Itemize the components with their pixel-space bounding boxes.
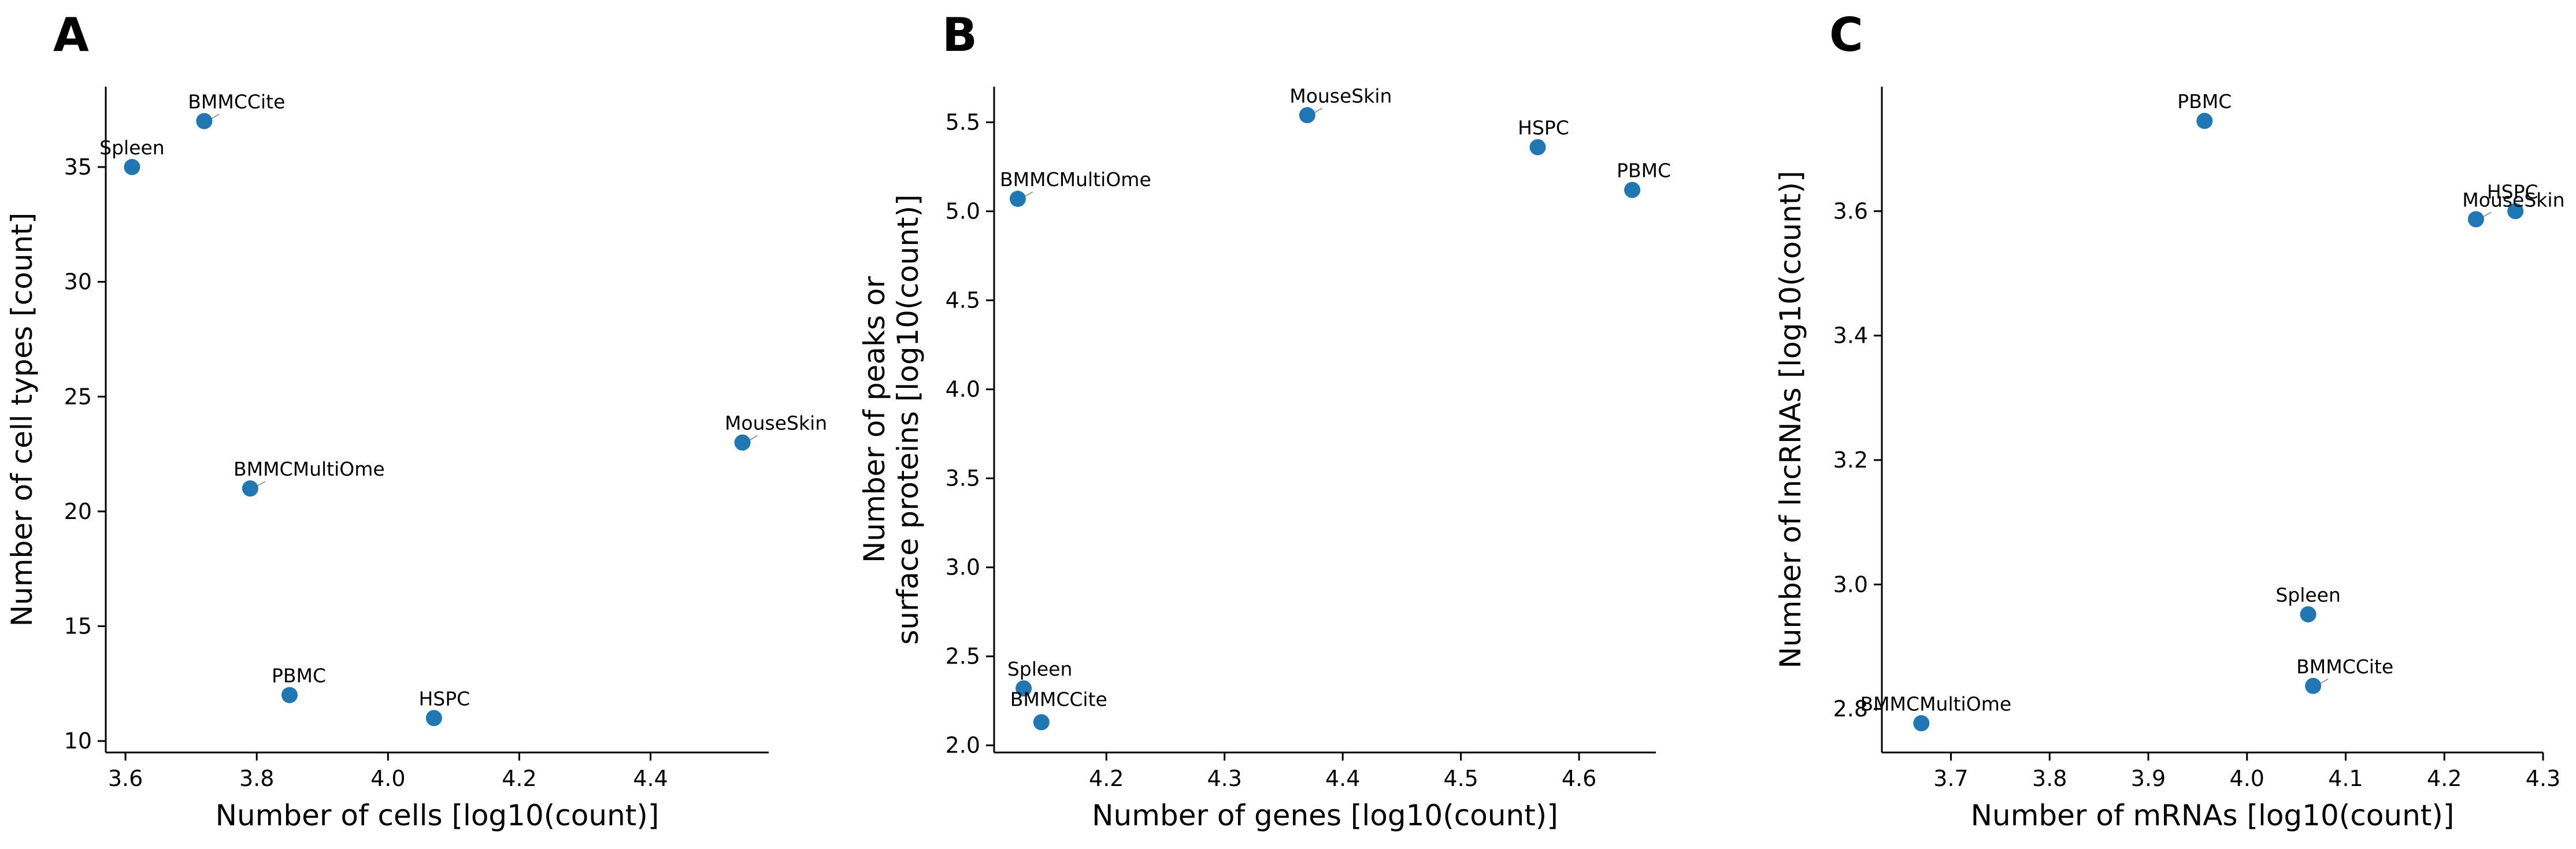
data-point [734, 434, 751, 451]
x-tick-label: 4.0 [370, 766, 405, 791]
point-label: HSPC [418, 687, 470, 710]
label-leader-line [749, 435, 758, 441]
point-label: Spleen [99, 136, 165, 159]
y-tick-label: 2.0 [946, 733, 980, 758]
data-point [1529, 139, 1546, 155]
panel-letter: B [942, 8, 977, 62]
point-label: MouseSkin [725, 412, 827, 435]
point-label: PBMC [272, 665, 326, 687]
panel-c: C 3.7 3.8 3.9 4.0 4.1 4.2 4.3 2.8 3.0 3.2 3.4 3.6 Num… [1774, 8, 2565, 832]
y-tick-label: 20 [64, 499, 92, 524]
data-point [1033, 714, 1050, 731]
data-point [242, 480, 258, 497]
x-tick-label: 4.4 [633, 766, 668, 791]
x-tick-label: 4.4 [1325, 766, 1360, 791]
label-leader-line [210, 113, 220, 120]
x-tick-label: 4.2 [502, 766, 536, 791]
x-tick-label: 4.2 [1089, 766, 1124, 791]
point-label: Spleen [1007, 658, 1073, 680]
point-label: MouseSkin [2462, 188, 2564, 211]
y-tick-label: 4.0 [946, 377, 980, 402]
data-point [425, 710, 442, 726]
y-tick-label: 3.0 [946, 555, 980, 580]
x-tick-label: 4.3 [1207, 766, 1241, 791]
data-point [1624, 181, 1641, 198]
point-label: Spleen [2275, 584, 2341, 606]
y-tick-label: 5.0 [946, 199, 980, 224]
y-tick-label: 15 [64, 614, 92, 639]
point-label: BMMCCite [1010, 688, 1107, 711]
y-tick-label: 3.4 [1833, 323, 1868, 349]
x-tick-label: 3.9 [2131, 766, 2166, 791]
y-tick-label: 3.2 [1833, 447, 1868, 473]
y-tick-label: 25 [64, 384, 92, 409]
label-leader-line [1024, 191, 1033, 197]
data-point [1299, 107, 1315, 124]
panel-a: A 3.6 3.8 4.0 4.2 4.4 10 15 20 25 30 35 Number of ce… [5, 8, 827, 832]
y-tick-label: 2.8 [1833, 696, 1868, 722]
y-tick-label: 4.5 [946, 288, 980, 313]
x-tick-label: 3.6 [108, 766, 143, 791]
point-label: BMMCCite [2296, 655, 2393, 678]
x-tick-label: 3.8 [2032, 766, 2067, 791]
label-leader-line [2319, 678, 2329, 684]
point-label: HSPC [1518, 117, 1569, 139]
x-tick-label: 4.6 [1562, 766, 1596, 791]
y-axis-label: surface proteins [log10(count)] [891, 194, 925, 644]
point-label: PBMC [1617, 160, 1671, 182]
point-label: BMMCMultiOme [1860, 692, 2011, 715]
x-tick-label: 4.5 [1443, 766, 1478, 791]
y-axis-label: Number of lncRNAs [log10(count)] [1774, 170, 1807, 668]
y-tick-label: 2.5 [946, 644, 980, 669]
panel-letter: C [1829, 8, 1863, 62]
x-tick-label: 3.7 [1933, 766, 1968, 791]
label-leader-line [257, 481, 266, 487]
y-tick-label: 10 [64, 728, 92, 754]
point-label: HSPC [2487, 180, 2538, 203]
data-point [124, 159, 140, 176]
x-tick-label: 4.1 [2328, 766, 2363, 791]
data-point [2196, 113, 2213, 129]
y-axis-label: Number of cell types [count] [5, 213, 39, 626]
point-label: PBMC [2177, 90, 2232, 113]
data-point [281, 687, 298, 703]
x-axis-label: Number of cells [log10(count)] [216, 799, 659, 832]
y-tick-label: 30 [64, 269, 92, 295]
x-tick-label: 3.8 [239, 766, 274, 791]
data-point [1015, 680, 1032, 697]
panel-letter: A [53, 8, 89, 62]
data-point [1009, 191, 1026, 207]
y-axis-label: Number of peaks or [858, 276, 891, 563]
point-label: BMMCCite [188, 91, 285, 113]
data-point [2507, 203, 2524, 220]
data-point [2305, 677, 2322, 694]
panel-b: B 4.2 4.3 4.4 4.5 4.6 2.0 2.5 3.0 3.5 4.0 4.5 5.0 5.5… [858, 8, 1671, 832]
data-point [2467, 211, 2484, 228]
data-point [2300, 606, 2316, 622]
label-leader-line [1314, 107, 1323, 114]
label-leader-line [2482, 212, 2492, 218]
x-tick-label: 4.0 [2230, 766, 2264, 791]
data-point [1913, 715, 1930, 732]
data-point [196, 113, 213, 129]
y-tick-label: 5.5 [946, 110, 980, 135]
x-axis-label: Number of genes [log10(count)] [1092, 799, 1558, 832]
x-tick-label: 4.2 [2427, 766, 2462, 791]
y-tick-label: 35 [64, 154, 92, 180]
y-tick-label: 3.5 [946, 466, 980, 491]
point-label: BMMCMultiOme [233, 458, 385, 480]
y-tick-label: 3.6 [1833, 198, 1868, 224]
y-tick-label: 3.0 [1833, 572, 1868, 597]
point-label: MouseSkin [1289, 84, 1392, 107]
x-axis-label: Number of mRNAs [log10(count)] [1971, 799, 2455, 832]
point-label: BMMCMultiOme [1000, 168, 1151, 191]
x-tick-label: 4.3 [2526, 766, 2560, 791]
